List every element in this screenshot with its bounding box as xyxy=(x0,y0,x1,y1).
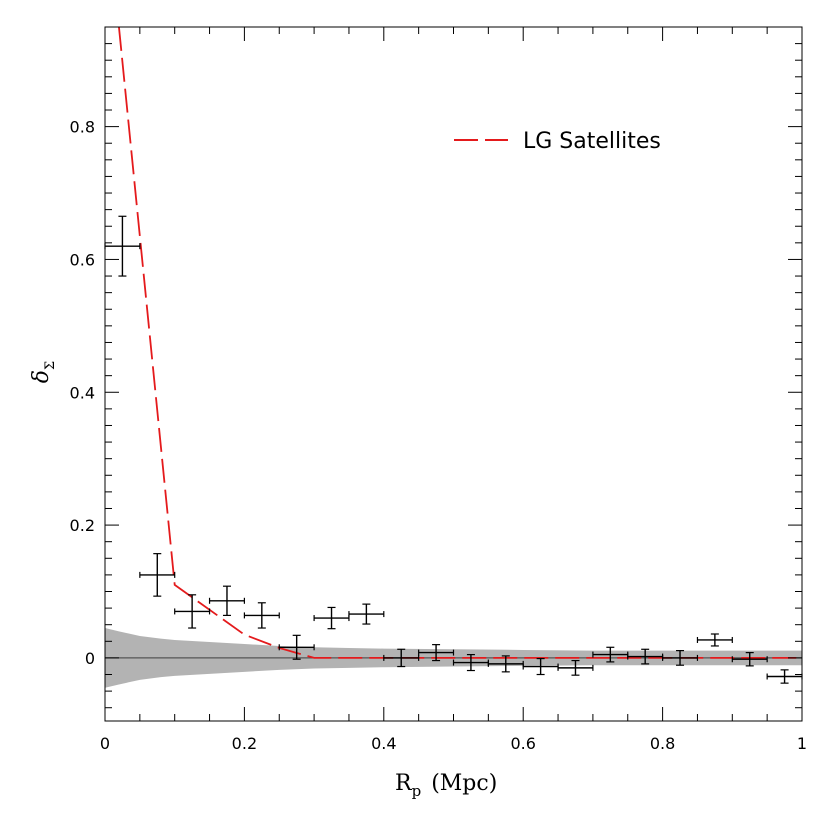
y-tick-label: 0.2 xyxy=(70,516,95,535)
data-point xyxy=(208,585,245,617)
lg-satellites-line-layer xyxy=(118,26,802,659)
axis-ticks xyxy=(104,26,803,721)
legend: LG Satellites xyxy=(454,129,661,154)
data-point xyxy=(696,633,733,647)
data-point xyxy=(174,594,211,629)
data-point xyxy=(243,602,280,629)
x-axis-title-unit: (Mpc) xyxy=(431,771,497,796)
data-point xyxy=(348,603,385,625)
data-point xyxy=(766,669,803,684)
x-tick-label: 1 xyxy=(797,734,807,753)
y-tick-label: 0.8 xyxy=(70,118,95,137)
y-axis-title: δΣ xyxy=(29,361,58,383)
tick-labels: 0 0.2 0.4 0.6 0.8 1 0 0.2 0.4 0.6 0.8 xyxy=(70,118,808,753)
x-axis-title-main: R xyxy=(395,771,413,796)
x-tick-label: 0.4 xyxy=(371,734,396,753)
data-point xyxy=(661,650,699,666)
x-tick-label: 0.8 xyxy=(650,734,675,753)
data-point xyxy=(139,553,176,597)
data-point xyxy=(278,634,315,660)
x-axis-title-sub: p xyxy=(412,782,422,800)
x-tick-label: 0.2 xyxy=(232,734,257,753)
svg-text:Rp(Mpc): Rp (Mpc) xyxy=(395,771,497,800)
data-point xyxy=(557,659,594,676)
x-tick-label: 0.6 xyxy=(510,734,535,753)
y-tick-label: 0.6 xyxy=(70,250,95,269)
lg-satellites-line xyxy=(118,26,802,659)
x-tick-label: 0 xyxy=(100,734,110,753)
data-point xyxy=(104,215,141,277)
plot-frame xyxy=(104,26,803,722)
data-point xyxy=(313,606,350,630)
legend-label-lg-satellites: LG Satellites xyxy=(523,129,661,154)
y-axis-title-sub: Σ xyxy=(43,361,58,370)
data-point xyxy=(383,648,420,668)
y-tick-label: 0.4 xyxy=(70,383,95,402)
x-axis-title: Rp (Mpc) xyxy=(395,771,497,800)
data-points-layer xyxy=(104,215,803,684)
data-point xyxy=(418,644,455,662)
y-axis-title-main: δ xyxy=(29,370,54,383)
data-point xyxy=(731,651,768,667)
y-tick-label: 0 xyxy=(85,649,95,668)
svg-text:δΣ: δΣ xyxy=(29,361,58,383)
